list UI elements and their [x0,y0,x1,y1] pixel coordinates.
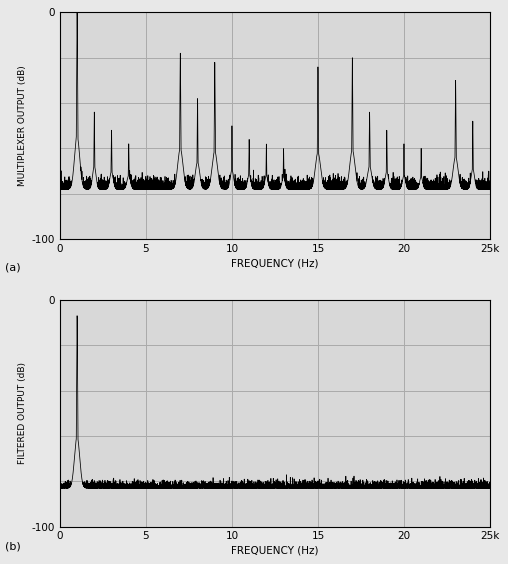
Y-axis label: MULTIPLEXER OUTPUT (dB): MULTIPLEXER OUTPUT (dB) [18,65,27,186]
Text: (b): (b) [5,541,21,552]
X-axis label: FREQUENCY (Hz): FREQUENCY (Hz) [231,545,319,556]
Text: (a): (a) [5,262,21,272]
X-axis label: FREQUENCY (Hz): FREQUENCY (Hz) [231,258,319,268]
Y-axis label: FILTERED OUTPUT (dB): FILTERED OUTPUT (dB) [18,362,27,464]
